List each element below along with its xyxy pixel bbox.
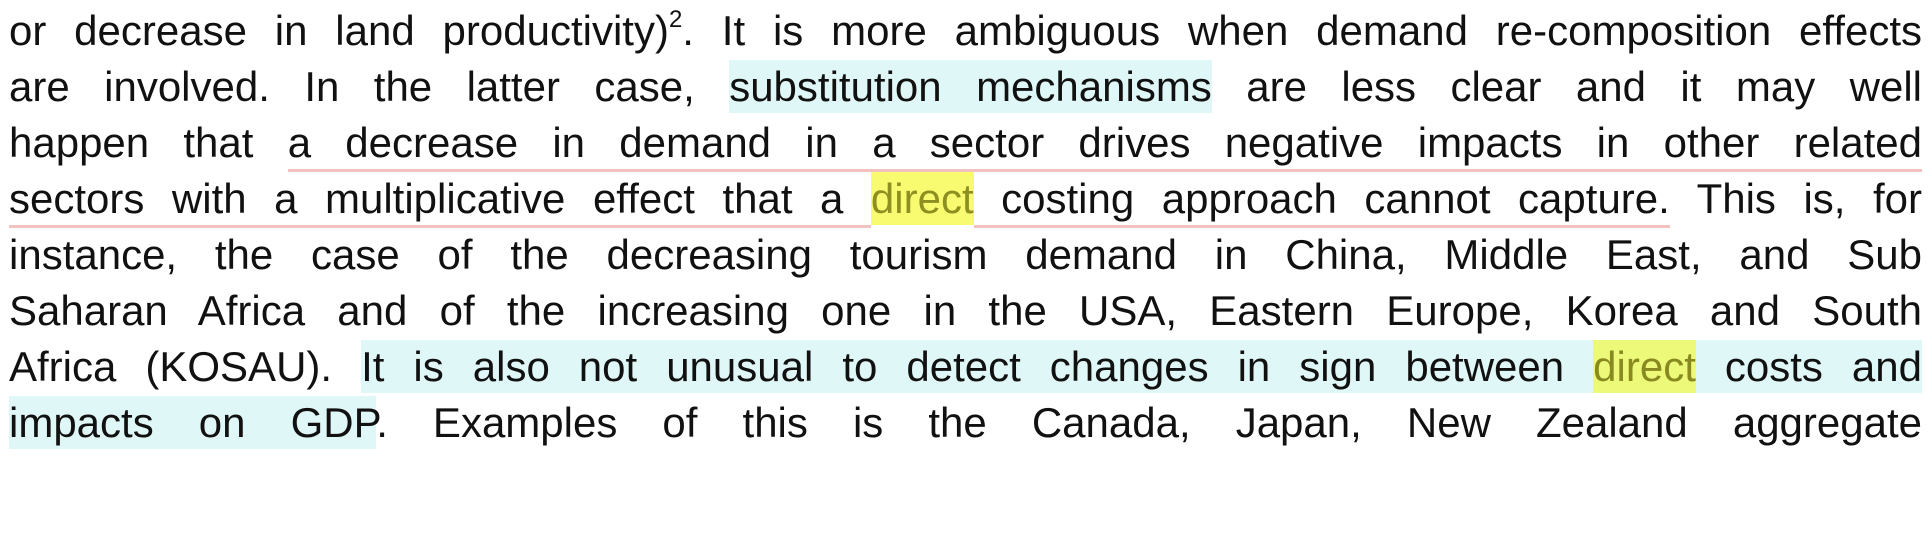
text-segment: This is, for: [1669, 175, 1922, 222]
text-line-1: or decrease in land productivity)2. It i…: [9, 2, 1922, 60]
text-segment: instance, the case of the decreasing tou…: [9, 231, 1922, 278]
cyan-highlight[interactable]: substitution mechanisms: [729, 60, 1212, 113]
red-underline-annotation[interactable]: sectors with a multiplicative effect tha…: [9, 175, 871, 228]
red-underline-annotation[interactable]: a decrease in demand in a sector drives …: [287, 119, 1923, 172]
text-line-5: instance, the case of the decreasing tou…: [9, 226, 1922, 284]
yellow-highlight[interactable]: direct: [1593, 340, 1696, 393]
text-segment: or decrease in land productivity): [9, 7, 669, 54]
text-line-2: are involved. In the latter case, substi…: [9, 58, 1922, 116]
yellow-highlight[interactable]: direct: [870, 172, 974, 225]
cyan-highlight[interactable]: costs and: [1695, 340, 1922, 393]
text-line-7: Africa (KOSAU). It is also not unusual t…: [9, 338, 1922, 396]
text-segment: happen that: [9, 119, 288, 166]
text-segment: Saharan Africa and of the increasing one…: [9, 287, 1922, 334]
text-line-8: impacts on GDP. Examples of this is the …: [9, 394, 1922, 452]
text-line-3: happen that a decrease in demand in a se…: [9, 114, 1923, 172]
text-line-4: sectors with a multiplicative effect tha…: [9, 170, 1922, 228]
text-segment: are involved. In the latter case,: [9, 63, 730, 110]
text-segment: are less clear and it may well: [1211, 63, 1922, 110]
text-segment: . Examples of this is the Canada, Japan,…: [376, 399, 1923, 446]
text-segment: . It is more ambiguous when demand re-co…: [682, 7, 1922, 54]
cyan-highlight[interactable]: It is also not unusual to detect changes…: [361, 340, 1594, 393]
cyan-highlight[interactable]: impacts on GDP: [9, 396, 377, 449]
red-underline-annotation[interactable]: costing approach cannot capture.: [973, 175, 1670, 228]
footnote-marker[interactable]: 2: [668, 6, 683, 33]
text-segment: Africa (KOSAU).: [9, 343, 362, 390]
text-line-6: Saharan Africa and of the increasing one…: [9, 282, 1922, 340]
